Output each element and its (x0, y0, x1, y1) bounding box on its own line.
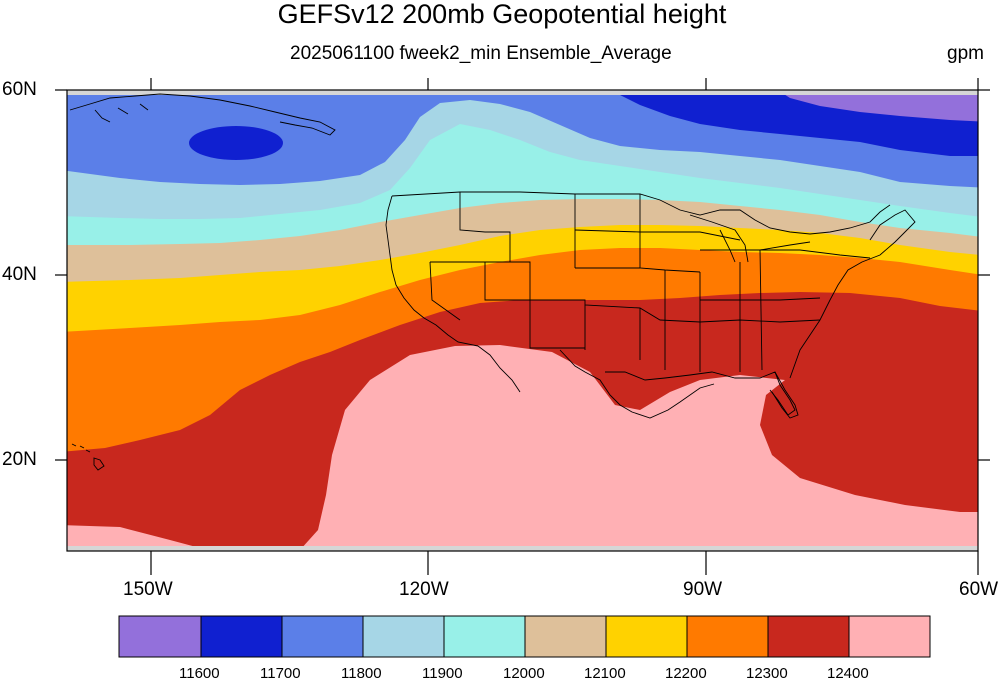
legend-label: 12400 (827, 665, 869, 682)
legend-swatch (281, 615, 364, 658)
band-below-11600 (777, 90, 978, 122)
legend-label: 11800 (341, 665, 382, 682)
units-label: gpm (947, 43, 984, 64)
legend-swatch (443, 615, 526, 658)
coastlines (69, 93, 916, 471)
lon-label-150w: 150W (123, 579, 173, 600)
legend-swatch (686, 615, 769, 658)
lon-label-60w: 60W (959, 579, 999, 600)
low-center (189, 126, 283, 160)
map-title: GEFSv12 200mb Geopotential height (277, 0, 727, 29)
legend-swatch (605, 615, 688, 658)
legend-swatch (767, 615, 850, 658)
legend-label: 11900 (422, 665, 463, 682)
map-subtitle: 2025061100 fweek2_min Ensemble_Average (290, 43, 672, 64)
contour-fill (67, 90, 978, 551)
legend-swatch (118, 615, 202, 658)
legend-label: 12200 (665, 665, 707, 682)
legend-bar (118, 615, 931, 658)
legend-swatch (524, 615, 607, 658)
missing-top (67, 90, 978, 95)
lat-label-60n: 60N (2, 79, 37, 100)
map-frame (66, 89, 979, 552)
lon-label-90w: 90W (683, 579, 723, 600)
lat-label-20n: 20N (2, 449, 37, 470)
legend-swatch (200, 615, 283, 658)
lon-label-120w: 120W (399, 579, 449, 600)
legend-label: 11700 (260, 665, 301, 682)
missing-bottom (67, 546, 978, 551)
legend-label: 12300 (746, 665, 788, 682)
legend-swatch (362, 615, 445, 658)
legend-label: 11600 (179, 665, 220, 682)
legend-label: 12100 (584, 665, 626, 682)
axis-ticks (55, 78, 990, 575)
legend-swatch (848, 615, 931, 658)
lat-label-40n: 40N (2, 264, 37, 285)
legend-label: 12000 (503, 665, 545, 682)
